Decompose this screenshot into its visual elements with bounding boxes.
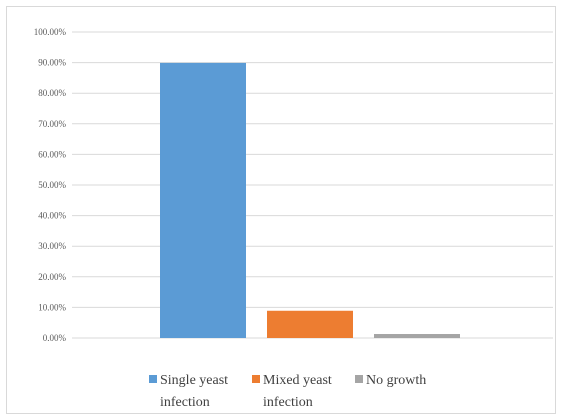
- legend-label: Single yeast: [160, 373, 228, 388]
- legend-label-line2: infection: [263, 395, 313, 410]
- legend-swatch: [149, 375, 157, 383]
- y-axis-tick-labels: 0.00% 10.00% 20.00% 30.00% 40.00% 50.00% 60.00…: [34, 27, 67, 343]
- y-tick-label: 90.00%: [38, 58, 66, 68]
- y-tick-label: 100.00%: [34, 27, 67, 37]
- y-tick-label: 60.00%: [38, 149, 66, 159]
- bar-3: [374, 334, 460, 338]
- legend-label-line2: infection: [160, 395, 210, 410]
- legend-label: No growth: [366, 373, 426, 388]
- bar-1: [160, 62, 246, 338]
- legend-label: Mixed yeast: [263, 373, 332, 388]
- legend-swatch: [355, 375, 363, 383]
- y-tick-label: 20.00%: [38, 272, 66, 282]
- chart-frame: [6, 6, 556, 414]
- legend-swatch: [252, 375, 260, 383]
- legend: Single yeast infection Mixed yeast infectio…: [149, 373, 426, 410]
- bars: [160, 62, 460, 338]
- y-tick-label: 40.00%: [38, 211, 66, 221]
- y-tick-label: 80.00%: [38, 88, 66, 98]
- y-tick-label: 0.00%: [43, 333, 67, 343]
- y-tick-label: 10.00%: [38, 302, 66, 312]
- y-tick-label: 30.00%: [38, 241, 66, 251]
- y-tick-label: 50.00%: [38, 180, 66, 190]
- y-tick-label: 70.00%: [38, 119, 66, 129]
- gridlines: [72, 31, 553, 339]
- bar-2: [267, 310, 353, 338]
